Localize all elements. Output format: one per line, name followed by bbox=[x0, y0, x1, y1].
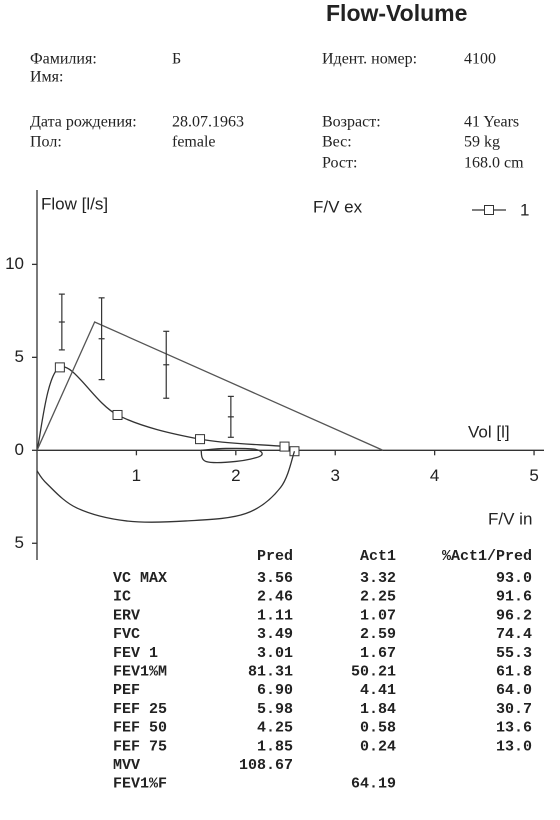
cell: 3.56 bbox=[257, 570, 293, 587]
row-label: FEV 1 bbox=[113, 645, 158, 662]
y-tick-label: 5 bbox=[15, 347, 24, 366]
point-marker bbox=[279, 441, 290, 452]
y-tick-label: 5 bbox=[15, 533, 24, 552]
legend-label: 1 bbox=[520, 200, 529, 219]
y-axis-label: Flow [l/s] bbox=[41, 194, 108, 213]
row-label: FEF 25 bbox=[113, 701, 167, 718]
flow-curve bbox=[36, 321, 384, 451]
annotation: F/V ex bbox=[313, 197, 363, 216]
cell: 55.3 bbox=[496, 645, 532, 662]
cell: 93.0 bbox=[496, 570, 532, 587]
field-value: female bbox=[172, 134, 216, 151]
row-label: FEF 75 bbox=[113, 738, 167, 755]
field-label: Дата рождения: bbox=[30, 114, 137, 131]
cell: 3.01 bbox=[257, 645, 293, 662]
cell: 2.59 bbox=[360, 626, 396, 643]
cell: 50.21 bbox=[351, 663, 396, 680]
row-label: FEF 50 bbox=[113, 720, 167, 737]
cell: 4.25 bbox=[257, 720, 293, 737]
cell: 1.67 bbox=[360, 645, 396, 662]
field-value: Б bbox=[172, 51, 181, 68]
cell: 64.19 bbox=[351, 776, 396, 793]
row-label: FVC bbox=[113, 626, 140, 643]
cell: 1.85 bbox=[257, 738, 293, 755]
flow-curve bbox=[200, 447, 263, 464]
error-bar bbox=[58, 293, 65, 351]
field-label: Фамилия: bbox=[30, 51, 97, 68]
cell: 13.0 bbox=[496, 738, 532, 755]
cell: 2.25 bbox=[360, 589, 396, 606]
error-bar bbox=[227, 395, 234, 438]
y-tick-label: 0 bbox=[15, 440, 24, 459]
field-label: Имя: bbox=[30, 69, 63, 86]
cell: 2.46 bbox=[257, 589, 293, 606]
cell: 6.90 bbox=[257, 682, 293, 699]
x-tick-label: 3 bbox=[331, 466, 340, 485]
title: Flow-Volume bbox=[326, 0, 467, 26]
cell: 64.0 bbox=[496, 682, 532, 699]
legend-marker bbox=[484, 205, 494, 215]
field-label: Вес: bbox=[322, 134, 352, 151]
column-header: Act1 bbox=[360, 548, 396, 565]
cell: 0.24 bbox=[360, 738, 396, 755]
field-label: Идент. номер: bbox=[322, 51, 417, 68]
row-label: IC bbox=[113, 589, 131, 606]
cell: 4.41 bbox=[360, 682, 396, 699]
error-bar bbox=[98, 297, 105, 381]
field-value: 4100 bbox=[464, 51, 496, 68]
x-tick-label: 1 bbox=[132, 466, 141, 485]
row-label: PEF bbox=[113, 682, 140, 699]
field-label: Возраст: bbox=[322, 114, 381, 131]
point-marker bbox=[112, 409, 123, 420]
field-value: 41 Years bbox=[464, 114, 519, 131]
column-header: Pred bbox=[257, 548, 293, 565]
cell: 1.84 bbox=[360, 701, 396, 718]
row-label: FEV1%F bbox=[113, 776, 167, 793]
point-marker bbox=[54, 362, 65, 373]
error-bar bbox=[163, 330, 170, 399]
column-header: %Act1/Pred bbox=[442, 548, 532, 565]
x-axis-label: Vol [l] bbox=[468, 422, 510, 441]
field-value: 59 kg bbox=[464, 134, 500, 151]
row-label: VC MAX bbox=[113, 570, 167, 587]
cell: 96.2 bbox=[496, 607, 532, 624]
flow-curve bbox=[36, 450, 296, 523]
field-label: Пол: bbox=[30, 134, 62, 151]
point-marker bbox=[195, 434, 206, 445]
row-label: FEV1%M bbox=[113, 663, 167, 680]
cell: 61.8 bbox=[496, 663, 532, 680]
field-value: 28.07.1963 bbox=[172, 114, 244, 131]
row-label: ERV bbox=[113, 607, 140, 624]
cell: 0.58 bbox=[360, 720, 396, 737]
cell: 108.67 bbox=[239, 757, 293, 774]
field-value: 168.0 cm bbox=[464, 155, 524, 172]
cell: 81.31 bbox=[248, 663, 293, 680]
field-label: Рост: bbox=[322, 155, 357, 172]
x-tick-label: 4 bbox=[430, 466, 439, 485]
cell: 13.6 bbox=[496, 720, 532, 737]
cell: 1.11 bbox=[257, 607, 293, 624]
cell: 30.7 bbox=[496, 701, 532, 718]
y-tick-label: 10 bbox=[5, 254, 24, 273]
cell: 3.32 bbox=[360, 570, 396, 587]
cell: 3.49 bbox=[257, 626, 293, 643]
annotation: F/V in bbox=[488, 509, 532, 528]
cell: 74.4 bbox=[496, 626, 532, 643]
x-tick-label: 5 bbox=[529, 466, 538, 485]
cell: 5.98 bbox=[257, 701, 293, 718]
x-tick-label: 2 bbox=[231, 466, 240, 485]
cell: 91.6 bbox=[496, 589, 532, 606]
cell: 1.07 bbox=[360, 607, 396, 624]
row-label: MVV bbox=[113, 757, 140, 774]
